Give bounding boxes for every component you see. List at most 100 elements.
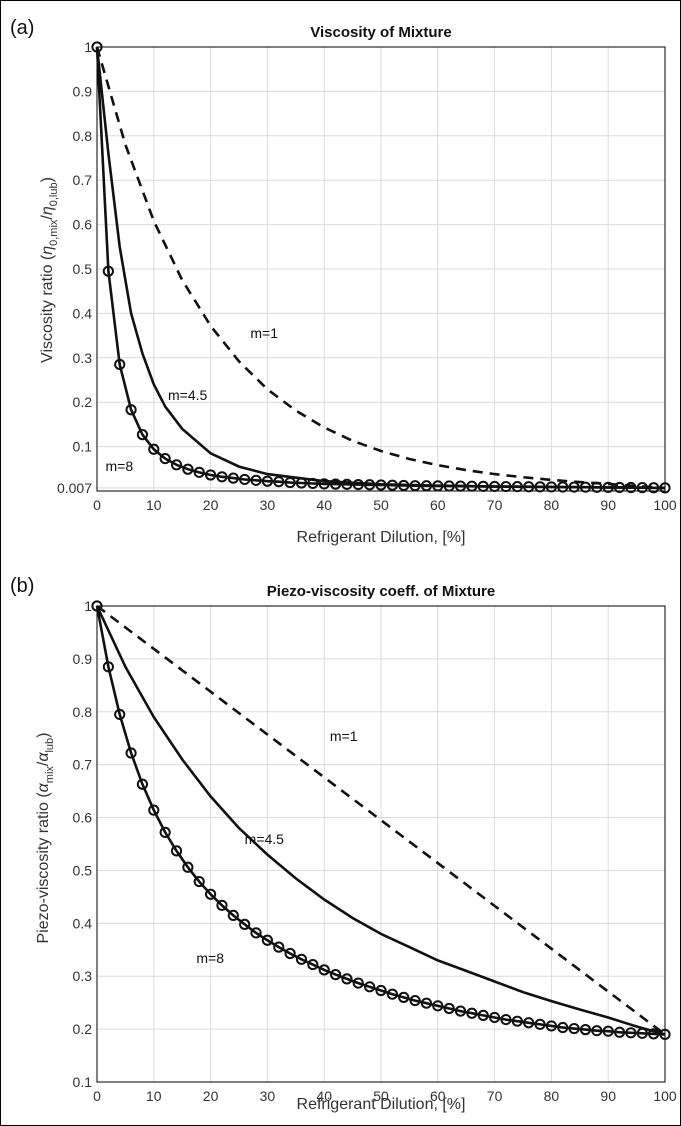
data-point-marker-a <box>216 471 228 483</box>
data-point-marker-a <box>91 41 103 53</box>
data-point-marker-a <box>602 481 614 493</box>
data-point-marker-b <box>625 1027 637 1039</box>
data-point-marker-b <box>182 861 194 873</box>
series-annotation-a: m=8 <box>106 458 134 474</box>
data-point-marker-a <box>398 479 410 492</box>
series-line-m1-a <box>95 46 666 490</box>
data-point-marker-b <box>102 661 114 673</box>
series-annotation-a: m=4.5 <box>168 387 208 403</box>
y-tick-label-b: 0.4 <box>73 915 93 931</box>
y-tick-label-a: 0.1 <box>73 439 93 455</box>
data-point-marker-b <box>466 1007 478 1019</box>
x-tick-label-b: 60 <box>430 1088 446 1104</box>
data-point-marker-b <box>364 981 376 993</box>
y-axis-label-b-sub1: mix <box>44 766 56 784</box>
data-point-marker-b <box>443 1002 455 1015</box>
x-tick-label-b: 0 <box>93 1088 101 1104</box>
x-axis-label-b: Refrigerant Dilution, [%] <box>297 1096 466 1113</box>
data-point-marker-a <box>409 480 421 492</box>
x-tick-label-b: 90 <box>600 1088 616 1104</box>
data-point-marker-b <box>386 988 398 1000</box>
data-point-marker-a <box>659 482 671 494</box>
data-point-marker-b <box>545 1020 558 1032</box>
x-tick-label-b: 50 <box>373 1088 389 1104</box>
data-point-marker-b <box>273 941 285 953</box>
data-point-marker-b <box>205 888 217 900</box>
x-tick-label-a: 20 <box>203 497 219 513</box>
y-axis-label-a-slash: / <box>39 215 56 220</box>
data-point-marker-a <box>364 479 376 491</box>
data-point-marker-b <box>398 991 410 1003</box>
panel-label-a: (a) <box>10 17 34 39</box>
data-point-marker-a <box>273 476 285 488</box>
data-point-marker-a <box>114 358 126 371</box>
data-point-marker-a <box>329 478 342 490</box>
chart-title-a: Viscosity of Mixture <box>310 24 451 41</box>
plot-area-b: 0.10.20.30.40.50.60.70.80.910 10 20 30 40 50 6… <box>73 598 677 1104</box>
data-point-marker-b <box>136 778 149 790</box>
data-point-marker-a <box>307 477 319 490</box>
data-point-marker-b <box>125 747 137 759</box>
data-point-marker-b <box>602 1025 614 1037</box>
data-point-marker-b <box>114 708 126 721</box>
data-point-marker-b <box>239 918 251 930</box>
data-point-marker-a <box>284 476 296 489</box>
data-point-marker-a <box>579 481 592 493</box>
series-annotation-b: m=1 <box>330 728 358 744</box>
series-annotation-b: m=4.5 <box>245 831 285 847</box>
x-tick-label-b: 40 <box>316 1088 332 1104</box>
y-tick-label-a: 1 <box>84 39 92 55</box>
series-line-m45-b <box>95 605 666 1036</box>
data-point-marker-a <box>341 478 353 490</box>
data-point-marker-b <box>329 969 342 981</box>
data-point-marker-a <box>148 443 160 455</box>
chart-title-b: Piezo-viscosity coeff. of Mixture <box>267 583 495 600</box>
data-point-marker-a <box>250 474 262 486</box>
y-tick-label-b: 1 <box>84 598 92 614</box>
data-point-marker-b <box>454 1005 467 1017</box>
data-point-marker-a <box>636 482 648 494</box>
data-point-marker-a <box>205 469 217 481</box>
y-axis-label-b-close: ) <box>35 733 52 738</box>
data-point-marker-b <box>477 1009 489 1021</box>
y-tick-label-b: 0.1 <box>73 1074 93 1090</box>
data-point-marker-b <box>284 947 296 960</box>
data-point-marker-a <box>227 472 239 484</box>
data-point-marker-a <box>613 481 626 494</box>
data-point-marker-a <box>239 473 251 486</box>
data-point-marker-a <box>477 480 489 492</box>
x-tick-label-a: 30 <box>260 497 276 513</box>
data-point-marker-b <box>489 1011 501 1024</box>
x-tick-label-b: 100 <box>653 1088 677 1104</box>
x-tick-label-a: 50 <box>373 497 389 513</box>
data-point-marker-b <box>261 934 273 946</box>
data-point-marker-a <box>500 480 512 493</box>
x-tick-label-a: 100 <box>653 497 677 513</box>
y-axis-label-a-eta1: η <box>39 246 56 255</box>
data-point-marker-a <box>523 481 535 493</box>
data-point-marker-a <box>443 480 455 492</box>
data-point-marker-a <box>454 480 467 492</box>
y-axis-label-b-alpha2: α <box>35 752 52 762</box>
data-point-marker-b <box>227 909 239 921</box>
y-axis-label-a-sub1: 0,mix <box>48 219 60 246</box>
x-tick-label-b: 20 <box>203 1088 219 1104</box>
y-tick-label-a: 0.5 <box>73 261 93 277</box>
y-tick-label-b: 0.5 <box>73 862 93 878</box>
series-annotation-b: m=8 <box>196 950 224 966</box>
data-point-marker-a <box>511 481 523 493</box>
y-axis-label-b-slash: / <box>35 761 52 766</box>
x-tick-label-a: 40 <box>316 497 332 513</box>
y-tick-label-a: 0.007 <box>57 480 92 496</box>
axes-box-a <box>96 46 666 492</box>
data-point-marker-b <box>500 1013 512 1026</box>
data-point-marker-a <box>318 478 330 490</box>
y-tick-label-a: 0.2 <box>73 394 93 410</box>
data-point-marker-a <box>261 475 273 487</box>
y-tick-label-b: 0.6 <box>73 810 93 826</box>
data-point-marker-a <box>432 480 444 492</box>
y-axis-label-a-close: ) <box>39 177 56 182</box>
data-point-marker-a <box>182 463 194 475</box>
x-tick-label-b: 80 <box>544 1088 560 1104</box>
y-tick-label-a: 0.4 <box>73 305 93 321</box>
